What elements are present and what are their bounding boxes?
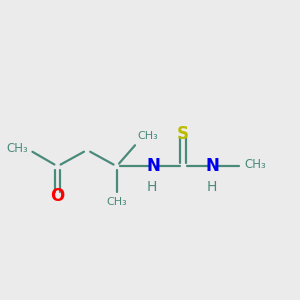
- Text: H: H: [147, 180, 157, 194]
- Text: S: S: [177, 125, 189, 143]
- Text: H: H: [206, 180, 217, 194]
- Text: CH₃: CH₃: [6, 142, 28, 155]
- Text: CH₃: CH₃: [244, 158, 266, 171]
- Text: CH₃: CH₃: [137, 131, 158, 141]
- Text: N: N: [206, 157, 220, 175]
- Text: CH₃: CH₃: [106, 197, 127, 207]
- Text: O: O: [50, 187, 64, 205]
- Text: N: N: [147, 157, 160, 175]
